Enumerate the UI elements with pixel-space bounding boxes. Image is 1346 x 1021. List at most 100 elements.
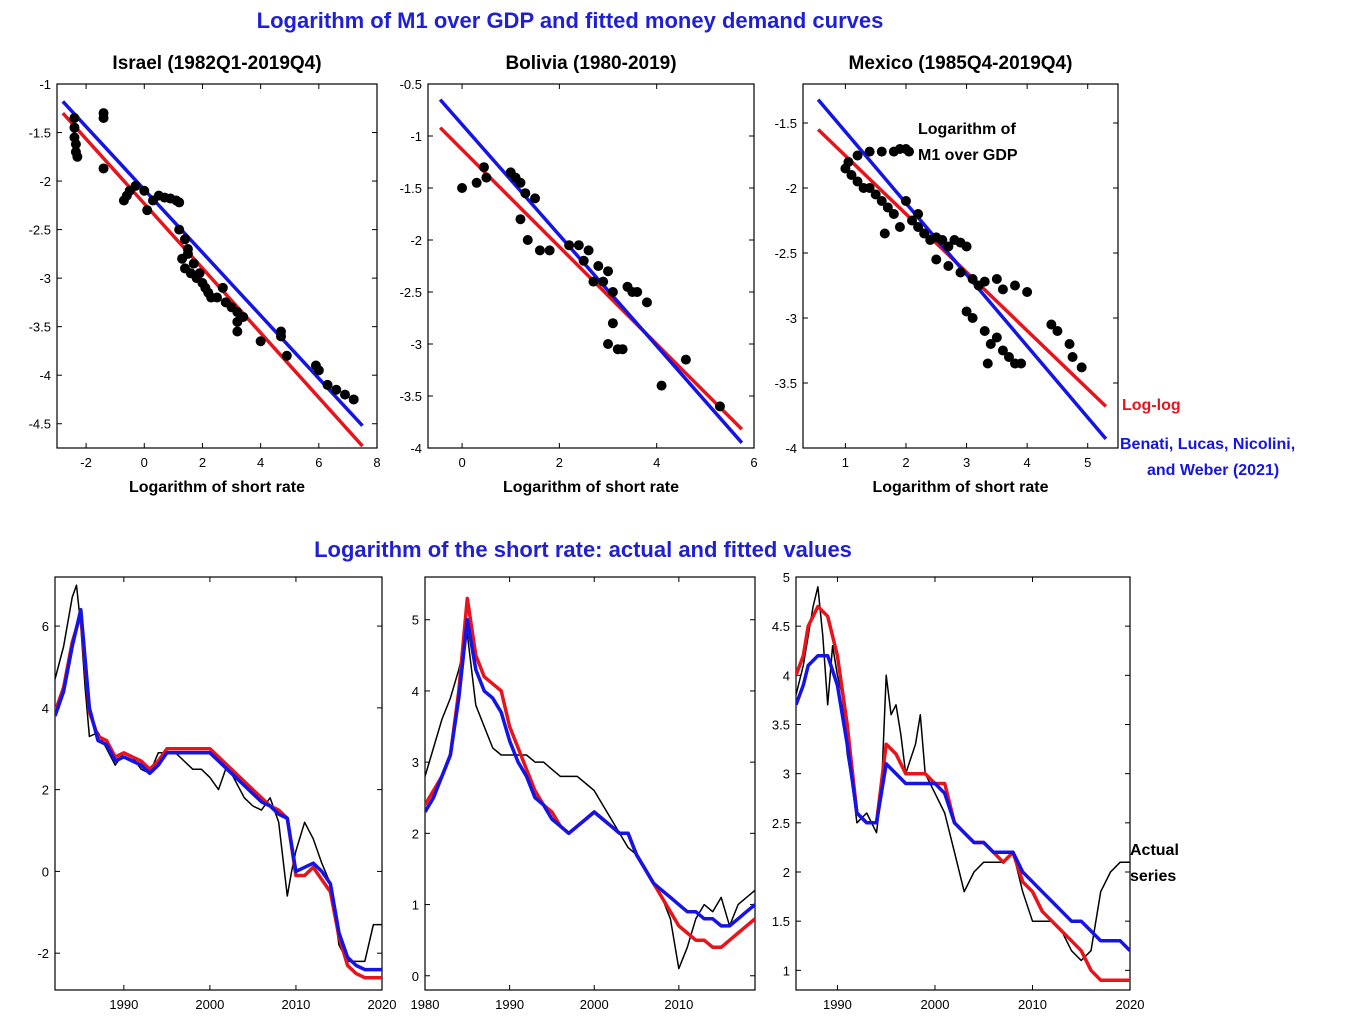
x-tick-label: 0: [458, 455, 465, 470]
x-tick-label: 6: [750, 455, 757, 470]
data-point: [852, 150, 863, 161]
x-tick-label: 1990: [495, 997, 524, 1012]
data-point: [1010, 280, 1021, 291]
data-point: [997, 345, 1008, 356]
bolivia-rate-panel: 1980 1990 2000 2010 0 1 2 3 4 5: [411, 576, 756, 1012]
plot-frame: [56, 83, 378, 449]
data-point: [864, 183, 875, 193]
data-point: [188, 258, 199, 269]
data-point: [544, 245, 555, 256]
x-tick-label: 1990: [823, 997, 852, 1012]
data-point: [1046, 319, 1057, 330]
blnw-series-line: [796, 653, 1130, 952]
data-point: [894, 222, 905, 232]
data-point: [98, 112, 109, 123]
data-point: [69, 112, 80, 123]
x-tick-label: -2: [80, 455, 92, 470]
data-point: [967, 313, 978, 323]
data-point: [72, 151, 83, 162]
data-point: [617, 344, 628, 355]
x-tick-label: 2: [902, 455, 909, 470]
data-point: [457, 183, 468, 193]
loglog-fit-line: [61, 111, 364, 448]
data-point: [313, 365, 324, 376]
y-tick-label: -2.5: [29, 223, 51, 238]
data-point: [876, 146, 887, 157]
data-point: [578, 255, 589, 266]
data-point: [907, 215, 918, 226]
plot-area: [425, 596, 755, 970]
x-axis-label: Logarithm of short rate: [872, 479, 1048, 496]
y-tick-label: 6: [42, 619, 49, 634]
data-point: [588, 276, 599, 287]
data-point: [991, 332, 1002, 343]
y-tick-label: 0: [42, 864, 49, 879]
data-point: [478, 162, 489, 173]
data-point: [955, 267, 966, 278]
data-point: [182, 248, 193, 259]
data-point: [255, 336, 266, 347]
y-tick-label: -1: [410, 129, 422, 144]
annotation-actual-line1: Actual: [1130, 842, 1179, 859]
data-point: [904, 146, 915, 157]
data-point: [98, 163, 109, 174]
x-tick-label: 1980: [411, 997, 440, 1012]
x-tick-label: 2020: [368, 997, 397, 1012]
y-tick-label: -2: [785, 181, 797, 196]
data-point: [991, 274, 1002, 284]
actual-series-line: [425, 633, 755, 970]
y-tick-label: -4: [39, 368, 51, 383]
data-point: [864, 146, 875, 157]
panel-title: Bolivia (1980-2019): [505, 53, 676, 74]
data-point: [714, 401, 725, 412]
bolivia-scatter-panel: Bolivia (1980-2019) Logarithm of short ra…: [400, 53, 758, 496]
data-point: [564, 240, 575, 251]
data-point: [603, 266, 614, 277]
blnw-fit-line: [438, 98, 744, 444]
x-tick-label: 4: [1024, 455, 1031, 470]
y-tick-label: 2.5: [772, 816, 790, 831]
y-tick-label: -3: [410, 337, 422, 352]
data-point: [593, 261, 604, 271]
israel-rate-panel: 1990 2000 2010 2020 -2 0 2 4 6: [37, 576, 397, 1012]
x-tick-label: 2010: [664, 997, 693, 1012]
data-point: [1003, 352, 1014, 362]
x-axis-label: Logarithm of short rate: [129, 479, 305, 496]
y-tick-label: 4: [412, 684, 419, 699]
x-tick-label: 6: [315, 455, 322, 470]
data-point: [1052, 326, 1063, 336]
y-tick-label: -3.5: [775, 376, 797, 391]
y-tick-label: 1: [783, 963, 790, 978]
x-tick-label: 1: [842, 455, 849, 470]
data-point: [232, 316, 243, 327]
y-tick-label: -2: [39, 174, 51, 189]
plot-area: [796, 586, 1130, 982]
data-point: [1064, 339, 1075, 349]
y-tick-label: 3.5: [772, 718, 790, 733]
y-tick-label: -1.5: [29, 126, 51, 141]
data-point: [961, 241, 972, 252]
data-point: [846, 170, 857, 180]
data-point: [656, 380, 667, 391]
data-point: [598, 276, 609, 287]
y-tick-label: -2.5: [400, 285, 422, 300]
data-point: [174, 224, 185, 235]
data-point: [515, 177, 526, 188]
data-point: [943, 241, 954, 252]
y-tick-label: 3: [783, 767, 790, 782]
x-tick-label: 2: [199, 455, 206, 470]
data-point: [340, 389, 350, 400]
data-point: [515, 214, 526, 225]
plot-frame: [795, 576, 1131, 991]
x-tick-label: 4: [257, 455, 264, 470]
blnw-series-line: [55, 607, 382, 972]
x-tick-label: 2000: [580, 997, 609, 1012]
data-point: [680, 354, 691, 365]
x-tick-label: 2010: [1018, 997, 1047, 1012]
plot-area: [55, 584, 382, 980]
data-point: [843, 157, 854, 167]
plot-frame: [424, 576, 756, 991]
y-tick-label: 2: [42, 783, 49, 798]
y-tick-label: -3.5: [400, 389, 422, 404]
